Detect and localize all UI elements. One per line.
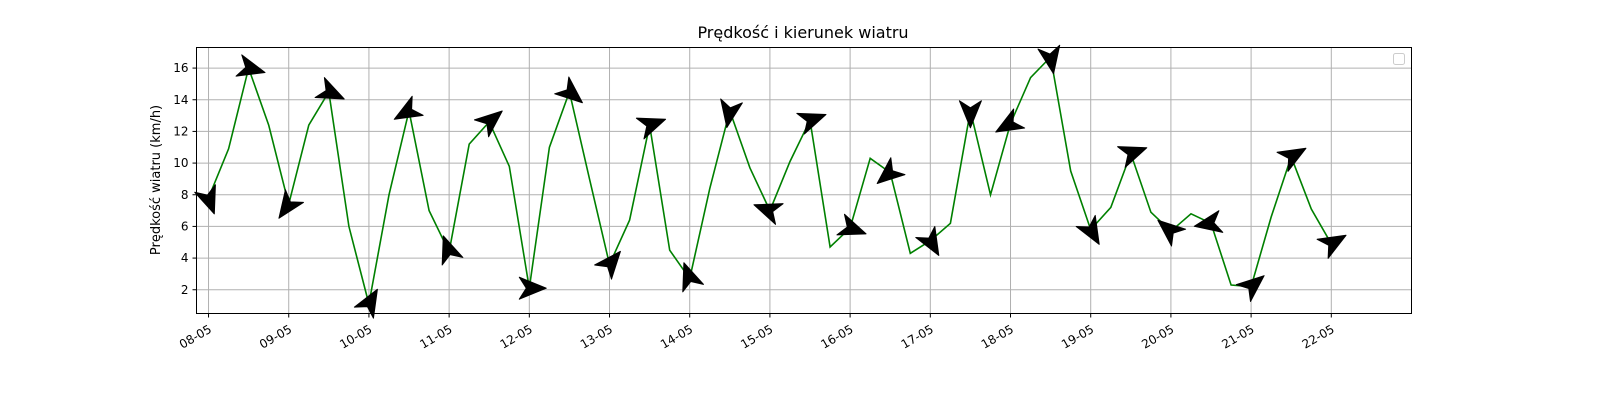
wind-direction-arrow bbox=[194, 184, 216, 215]
x-tick-label: 16-05 bbox=[818, 322, 855, 352]
y-tick-label: 14 bbox=[173, 93, 188, 107]
x-tick-label: 17-05 bbox=[899, 322, 936, 352]
wind-direction-arrow bbox=[836, 213, 867, 236]
x-tick-label: 20-05 bbox=[1139, 322, 1176, 352]
wind-direction-arrow bbox=[1157, 219, 1187, 247]
wind-direction-arrow bbox=[796, 112, 827, 135]
wind-direction-arrow bbox=[353, 288, 378, 319]
wind-direction-arrow bbox=[1276, 147, 1307, 172]
wind-direction-arrow bbox=[720, 98, 743, 129]
x-tick-label: 13-05 bbox=[578, 322, 615, 352]
y-tick-label: 12 bbox=[173, 124, 188, 138]
y-tick-label: 10 bbox=[173, 156, 188, 170]
wind-direction-arrow bbox=[753, 203, 784, 225]
wind-direction-arrow bbox=[1235, 275, 1265, 302]
grid bbox=[196, 47, 1412, 314]
x-tick-label: 18-05 bbox=[979, 322, 1016, 352]
wind-direction-arrow bbox=[876, 157, 906, 185]
wind-direction-arrow bbox=[1117, 146, 1148, 168]
wind-direction-arrow bbox=[1075, 214, 1100, 245]
wind-direction-arrow bbox=[314, 77, 345, 100]
x-tick-label: 12-05 bbox=[498, 322, 535, 352]
wind-direction-arrow bbox=[1316, 234, 1347, 259]
x-tick-label: 08-05 bbox=[177, 322, 214, 352]
wind-direction-arrow bbox=[915, 226, 940, 256]
wind-direction-arrow bbox=[594, 250, 621, 280]
wind-direction-arrow bbox=[958, 100, 982, 129]
x-tick-label: 22-05 bbox=[1300, 322, 1337, 352]
legend-box bbox=[1393, 53, 1405, 65]
y-axis-label: Prędkość wiatru (km/h) bbox=[149, 105, 164, 255]
x-axis: 08-05 09-05 10-05 11-05 12-05 13-05 14-05 15-05… bbox=[177, 313, 1337, 352]
wind-direction-arrow bbox=[473, 110, 503, 138]
wind-direction-arrow bbox=[1193, 210, 1224, 233]
wind-direction-arrow bbox=[518, 276, 547, 300]
y-tick-label: 6 bbox=[181, 219, 189, 233]
wind-direction-arrow bbox=[635, 117, 667, 140]
wind-direction-arrow bbox=[682, 262, 704, 293]
x-tick-label: 14-05 bbox=[658, 322, 695, 352]
wind-direction-arrows bbox=[194, 44, 1347, 319]
wind-direction-arrow bbox=[1037, 44, 1061, 75]
wind-direction-arrow bbox=[393, 95, 424, 120]
x-tick-label: 19-05 bbox=[1059, 322, 1096, 352]
wind-direction-arrow bbox=[278, 189, 304, 219]
wind-direction-arrow bbox=[554, 76, 583, 104]
y-tick-label: 2 bbox=[181, 283, 189, 297]
x-tick-label: 10-05 bbox=[337, 322, 374, 352]
wind-direction-arrow bbox=[995, 108, 1026, 133]
x-tick-label: 21-05 bbox=[1219, 322, 1256, 352]
y-tick-label: 8 bbox=[181, 188, 189, 202]
chart-title: Prędkość i kierunek wiatru bbox=[697, 23, 908, 42]
y-tick-label: 16 bbox=[173, 61, 188, 75]
y-axis: 2 4 6 8 10 12 14 16 bbox=[173, 61, 197, 297]
plot-frame bbox=[196, 47, 1412, 314]
y-tick-label: 4 bbox=[181, 251, 189, 265]
x-tick-label: 11-05 bbox=[417, 322, 454, 352]
wind-direction-arrow bbox=[441, 235, 464, 266]
wind-direction-arrow bbox=[235, 54, 266, 77]
x-tick-label: 15-05 bbox=[738, 322, 775, 352]
x-tick-label: 09-05 bbox=[257, 322, 294, 352]
